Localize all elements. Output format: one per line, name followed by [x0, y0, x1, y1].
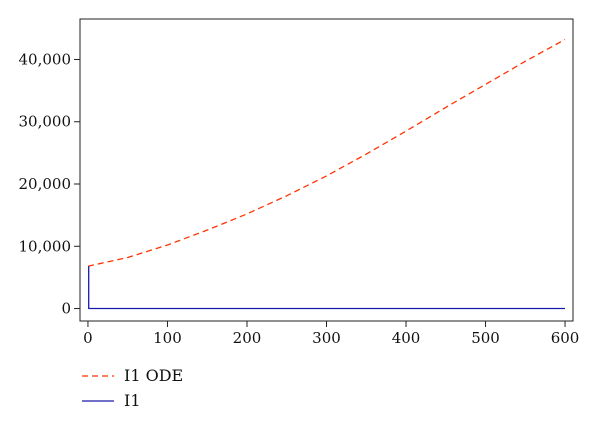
- y-tick-label: 20,000: [19, 175, 72, 193]
- legend-label: I1: [124, 391, 141, 410]
- x-tick-label: 500: [471, 329, 500, 347]
- y-tick-label: 40,000: [19, 50, 72, 68]
- x-tick-label: 200: [233, 329, 262, 347]
- x-tick-label: 0: [83, 329, 93, 347]
- series-layer: [87, 38, 566, 310]
- plot-frame: [79, 18, 574, 322]
- y-tick-label: 0: [61, 300, 71, 318]
- x-tick-label: 400: [392, 329, 421, 347]
- series-line-1: [87, 38, 566, 267]
- x-tick-label: 600: [551, 329, 580, 347]
- x-tick-label: 300: [312, 329, 341, 347]
- y-tick-label: 30,000: [19, 113, 72, 131]
- legend: I1 ODE I1: [82, 366, 183, 410]
- series-line-2: [88, 266, 565, 310]
- legend-label: I1 ODE: [124, 366, 183, 385]
- y-tick-label: 10,000: [19, 237, 72, 255]
- y-axis: 0 10,000 20,000 30,000 40,000: [19, 50, 80, 318]
- x-tick-label: 100: [153, 329, 182, 347]
- x-axis: 0 100 200 300 400 500 600: [83, 321, 579, 347]
